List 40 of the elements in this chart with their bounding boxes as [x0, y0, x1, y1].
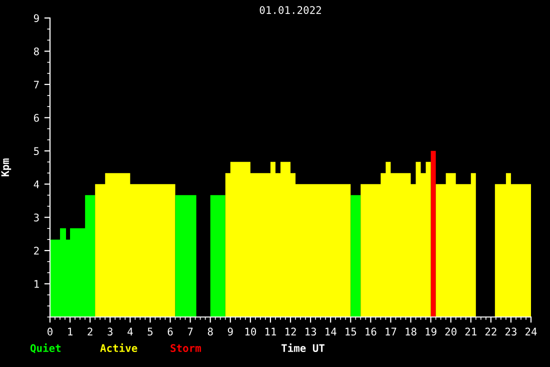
chart-title: 01.01.2022 [260, 6, 321, 14]
x-tick-label: 16 [366, 328, 376, 336]
x-tick-label: 3 [108, 328, 112, 336]
x-tick-label: 2 [88, 328, 92, 336]
x-tick-label: 24 [526, 328, 537, 336]
y-tick-label: 5 [34, 147, 39, 156]
x-tick-label: 14 [326, 328, 336, 336]
y-tick-label: 7 [34, 80, 39, 88]
x-tick-label: 4 [128, 328, 133, 336]
text: Active [100, 343, 138, 352]
x-tick-label: 19 [426, 328, 436, 336]
x-tick-label: 1 [68, 328, 72, 336]
x-tick-label: 0 [48, 328, 52, 336]
y-tick-label: 1 [34, 280, 39, 288]
x-tick-label: 13 [306, 328, 316, 336]
x-tick-label: 18 [406, 328, 416, 336]
y-tick-label: 9 [34, 14, 39, 22]
x-tick-label: 9 [228, 328, 233, 336]
x-tick-label: 12 [285, 328, 296, 336]
x-tick-label: 5 [148, 328, 153, 336]
x-tick-label: 21 [465, 328, 476, 336]
x-tick-label: 6 [168, 328, 173, 336]
x-tick-label: 7 [188, 328, 193, 336]
x-tick-label: 8 [208, 328, 213, 336]
x-tick-label: 11 [265, 328, 276, 336]
x-tick-label: 22 [485, 328, 496, 336]
y-tick-label: 4 [34, 180, 40, 188]
x-tick-label: 10 [245, 328, 256, 336]
y-tick-label: 2 [34, 246, 39, 255]
y-axis-title: Kpm [1, 158, 12, 176]
y-tick-label: 6 [34, 114, 39, 122]
text: Quiet [30, 343, 61, 354]
x-tick-label: 20 [445, 328, 456, 336]
x-tick-label: 17 [386, 328, 396, 336]
text: Storm [170, 344, 201, 352]
x-tick-label: 23 [505, 328, 516, 336]
y-tick-label: 8 [34, 47, 39, 56]
x-axis-title: Time UT [282, 343, 324, 352]
x-tick-label: 15 [346, 328, 356, 336]
y-tick-label: 3 [34, 214, 39, 222]
